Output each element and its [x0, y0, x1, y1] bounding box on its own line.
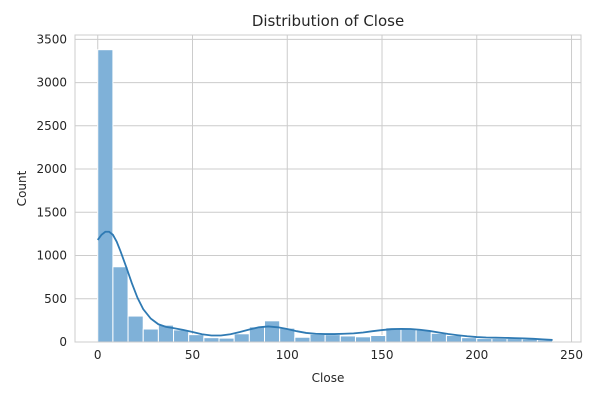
- x-axis-title: Close: [312, 371, 345, 385]
- histogram-bar: [309, 333, 326, 343]
- histogram-bar: [127, 315, 144, 343]
- x-tick-labels: 0 50 100 150 200 250: [94, 348, 583, 362]
- histogram-bar: [354, 336, 372, 343]
- histogram-bar: [97, 49, 114, 343]
- plot-area: [75, 35, 581, 342]
- histogram-bar: [324, 334, 341, 343]
- histogram-bar: [491, 338, 508, 343]
- histogram-bar: [461, 337, 478, 343]
- y-tick-label: 2000: [36, 162, 67, 176]
- histogram-bar: [430, 332, 447, 343]
- histogram-bar: [294, 336, 311, 343]
- x-tick-label: 250: [560, 348, 583, 362]
- histogram-bar: [142, 328, 159, 343]
- histogram-bar: [476, 338, 493, 343]
- histogram-bar: [233, 333, 250, 343]
- y-tick-label: 2500: [36, 119, 67, 133]
- histogram-bar: [188, 334, 205, 343]
- histogram-bar: [173, 329, 190, 343]
- y-tick-label: 0: [59, 335, 67, 349]
- x-tick-label: 100: [276, 348, 299, 362]
- histogram-bar: [445, 335, 463, 343]
- histogram-bar: [370, 335, 387, 343]
- y-tick-label: 1000: [36, 249, 67, 263]
- histogram-bar: [203, 337, 220, 343]
- plot-frame: [74, 34, 582, 343]
- histogram-bar: [400, 327, 417, 343]
- y-tick-label: 3000: [36, 76, 67, 90]
- x-tick-label: 200: [465, 348, 488, 362]
- histogram-bar: [264, 320, 281, 343]
- y-axis-title: Count: [15, 170, 29, 206]
- x-tick-label: 50: [185, 348, 200, 362]
- y-tick-labels: 0 500 1000 1500 2000 2500 3000 3500: [36, 32, 67, 349]
- chart-title: Distribution of Close: [252, 12, 404, 30]
- histogram-bar: [112, 266, 129, 343]
- x-tick-label: 0: [94, 348, 102, 362]
- y-tick-label: 1500: [36, 205, 67, 219]
- histogram-bar: [339, 335, 356, 343]
- y-tick-label: 3500: [36, 32, 67, 46]
- y-tick-label: 500: [44, 292, 67, 306]
- x-tick-label: 150: [371, 348, 394, 362]
- histogram-bar: [218, 337, 235, 343]
- grid-lines: [75, 35, 581, 343]
- kde-curve: [97, 230, 553, 341]
